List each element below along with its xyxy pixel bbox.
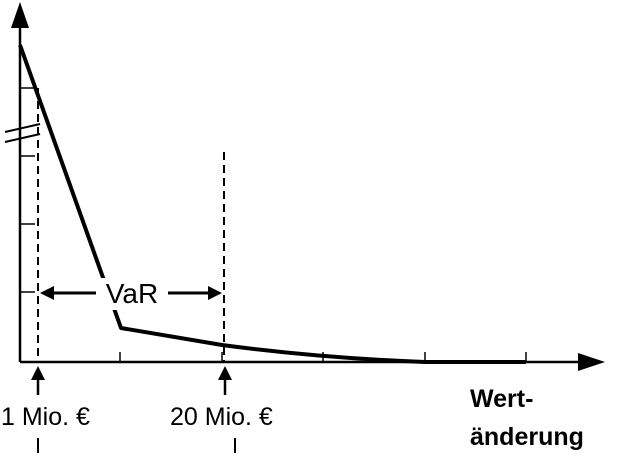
arrow-right-icon: [208, 286, 222, 300]
x-axis-arrow-icon: [578, 353, 605, 371]
marker-arrow-1-mio-icon: [31, 366, 45, 395]
x-axis-title-line-2: änderung: [470, 423, 584, 451]
marker-label-1-mio: 1 Mio. €: [1, 403, 90, 431]
loss-distribution-curve: [18, 44, 526, 364]
y-axis-arrow-icon: [11, 2, 29, 28]
var-label-bg: [97, 278, 167, 310]
y-axis: [4, 2, 41, 362]
marker-label-20-mio: 20 Mio. €: [170, 403, 273, 431]
axis-break-icon: [4, 123, 41, 143]
var-span-arrow: [40, 286, 222, 300]
marker-arrow-20-mio-icon: [218, 366, 232, 395]
var-label: VaR: [106, 278, 158, 309]
arrow-left-icon: [40, 286, 54, 300]
x-axis-title-line-1: Wert-: [470, 385, 533, 413]
